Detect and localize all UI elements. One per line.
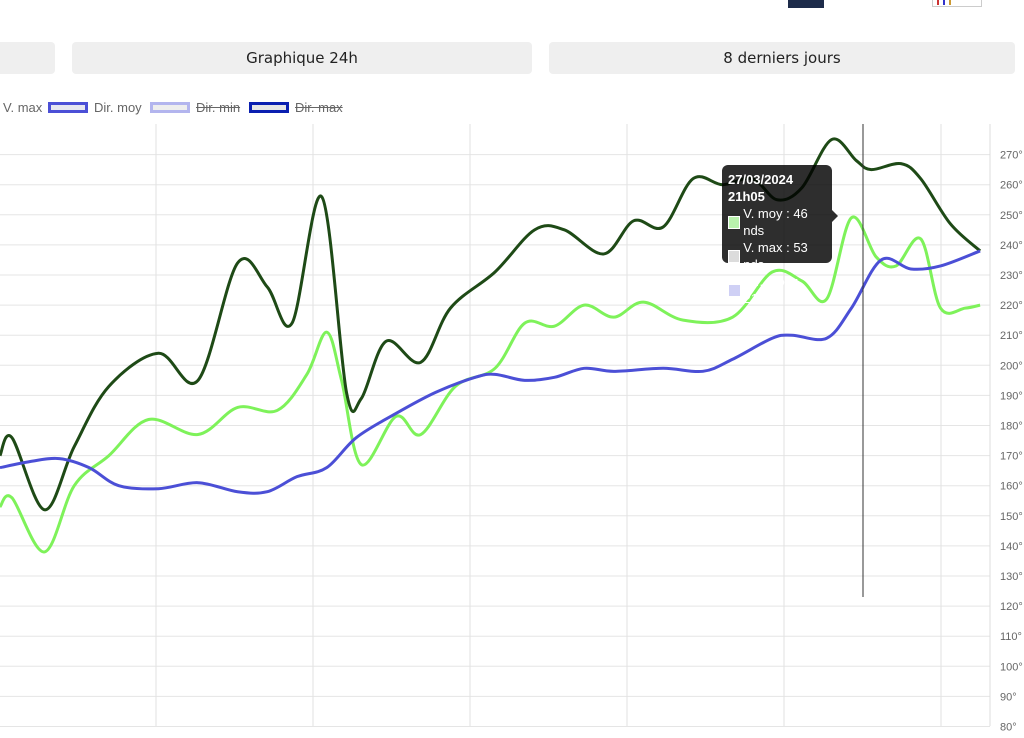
legend-swatch xyxy=(249,101,289,113)
y-tick-label: 170° xyxy=(1000,451,1023,463)
y-tick-label: 210° xyxy=(1000,330,1023,342)
chart-tooltip: 27/03/2024 21h05 V. moy : 46 nds V. max … xyxy=(722,165,832,306)
y-tick-label: 230° xyxy=(1000,270,1023,282)
y-tick-label: 130° xyxy=(1000,571,1023,583)
y-tick-label: 160° xyxy=(1000,481,1023,493)
y-tick-label: 140° xyxy=(1000,541,1023,553)
y-tick-label: 100° xyxy=(1000,661,1023,673)
y-tick-label: 90° xyxy=(1000,691,1017,703)
legend-label: Dir. max xyxy=(295,99,343,115)
tooltip-caret xyxy=(832,210,838,222)
y-tick-label: 80° xyxy=(1000,722,1017,734)
tooltip-time: 21h05 xyxy=(728,189,765,204)
tooltip-swatch xyxy=(728,283,741,297)
tooltip-text: V. max : 53 nds xyxy=(743,240,808,272)
y-tick-label: 250° xyxy=(1000,210,1023,222)
legend-label: V. max xyxy=(3,99,43,115)
tooltip-date: 27/03/2024 xyxy=(728,172,794,187)
last-8-days-button[interactable]: 8 derniers jours xyxy=(549,42,1015,74)
tooltip-swatch xyxy=(728,249,741,263)
y-tick-label: 240° xyxy=(1000,240,1023,252)
legend-item-dir-moy[interactable]: Dir. moy xyxy=(48,99,142,115)
y-tick-label: 150° xyxy=(1000,511,1023,523)
series-line-vmoy xyxy=(0,215,981,554)
y-tick-label: 190° xyxy=(1000,390,1023,402)
y-tick-label: 220° xyxy=(1000,300,1023,312)
tooltip-row: V. moy : 46 nds xyxy=(728,205,826,239)
series-line-dir-moy xyxy=(0,249,981,495)
legend-swatch xyxy=(150,101,190,113)
legend-item-dir-max[interactable]: Dir. max xyxy=(249,99,343,115)
tooltip-row: Dir. moy : 219° xyxy=(728,273,826,307)
series-line-vmax xyxy=(0,137,982,512)
partner-logo-light xyxy=(932,0,982,7)
tooltip-text: V. moy : 46 nds xyxy=(743,206,808,238)
legend-item-dir-min[interactable]: Dir. min xyxy=(150,99,240,115)
y-tick-label: 180° xyxy=(1000,421,1023,433)
y-tick-label: 260° xyxy=(1000,180,1023,192)
y-tick-label: 120° xyxy=(1000,601,1023,613)
legend-swatch xyxy=(48,101,88,113)
graph-24h-button[interactable]: Graphique 24h xyxy=(72,42,532,74)
partner-logo-dark xyxy=(788,0,824,8)
y-tick-label: 200° xyxy=(1000,360,1023,372)
tooltip-swatch xyxy=(728,215,741,229)
legend-label: Dir. min xyxy=(196,99,241,115)
legend-label: Dir. moy xyxy=(94,99,142,115)
y-tick-label: 270° xyxy=(1000,150,1023,162)
tooltip-row: V. max : 53 nds xyxy=(728,239,826,273)
legend-item-vmax[interactable]: V. max xyxy=(3,99,42,115)
y-tick-label: 110° xyxy=(1000,631,1022,643)
period-button-previous[interactable] xyxy=(0,42,55,74)
tooltip-text: Dir. moy : 219° xyxy=(743,274,799,306)
